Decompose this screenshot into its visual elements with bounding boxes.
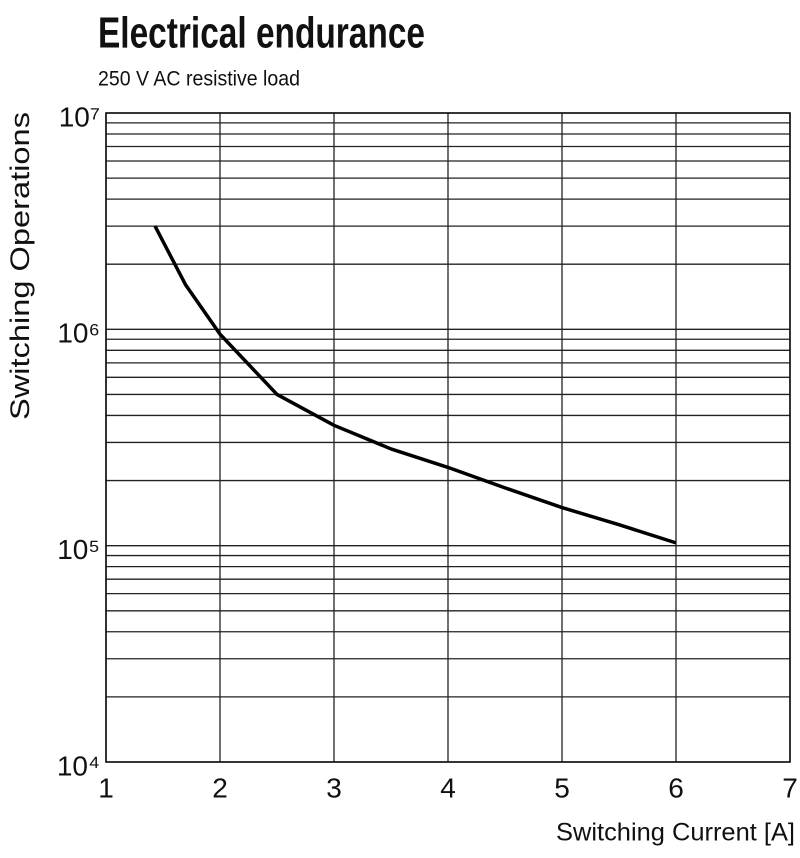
y-tick-label: 10⁴ xyxy=(57,750,100,781)
y-tick-label: 10⁷ xyxy=(59,101,100,132)
plot-frame xyxy=(105,112,791,763)
x-tick-label: 1 xyxy=(98,772,114,803)
x-tick-label: 5 xyxy=(554,772,570,803)
x-axis-label: Switching Current [A] xyxy=(556,819,795,847)
y-axis-label: Switching Operations xyxy=(5,112,35,420)
y-tick-label: 10⁶ xyxy=(57,318,100,349)
x-tick-label: 6 xyxy=(668,772,684,803)
x-tick-label: 4 xyxy=(440,772,456,803)
x-tick-label: 2 xyxy=(212,772,228,803)
chart-title: Electrical endurance xyxy=(98,9,425,58)
chart-subtitle: 250 V AC resistive load xyxy=(98,68,300,91)
y-tick-label: 10⁵ xyxy=(57,534,100,565)
x-tick-label: 7 xyxy=(782,772,798,803)
x-tick-label: 3 xyxy=(326,772,342,803)
data-line xyxy=(153,225,677,545)
